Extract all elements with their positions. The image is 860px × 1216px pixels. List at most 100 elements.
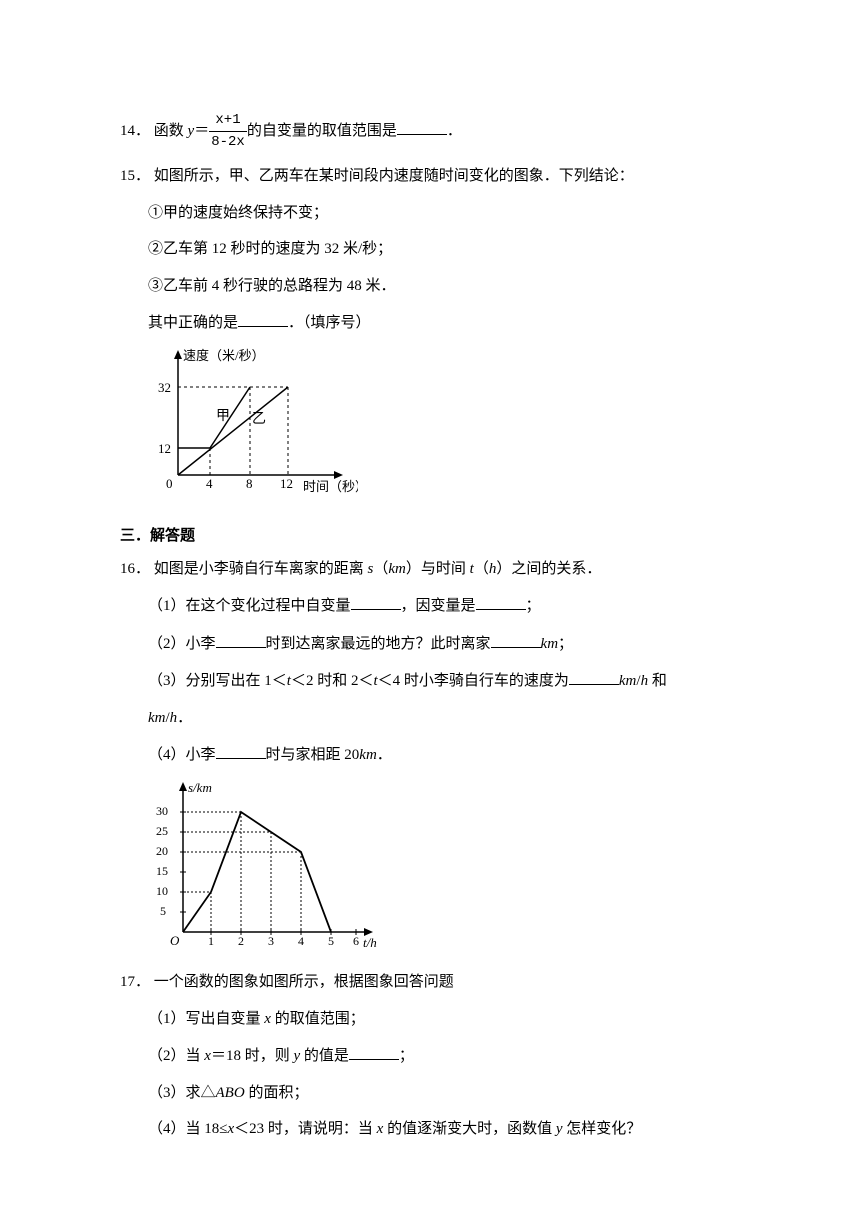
question-16: 16． 如图是小李骑自行车离家的距离 s（km）与时间 t（h）之间的关系． （… (120, 558, 760, 960)
q17-abo: ABO (216, 1085, 245, 1101)
q16-sub2d: ； (558, 636, 573, 652)
q16-sub4b: 时与家相距 20 (266, 747, 360, 763)
svg-text:15: 15 (156, 864, 168, 878)
q16-sub3d: km (619, 673, 637, 689)
q15-number: 15． (120, 168, 150, 184)
svg-text:30: 30 (156, 804, 168, 818)
q14-num: x+1 (209, 110, 247, 132)
q16-chart: s/km t/h O 5 10 15 20 25 30 1 2 3 4 5 6 (148, 777, 760, 960)
section-3-header: 三．解答题 (120, 525, 760, 548)
q16-xlabel: t/h (363, 935, 377, 950)
q16-p4: （ (474, 561, 489, 577)
q16-sub3a: （3）分别写出在 1＜ (148, 673, 287, 689)
q14-suffix: 的自变量的取值范围是 (247, 123, 397, 139)
q17-sub3c: 的面积； (245, 1085, 309, 1101)
q16-km1: km (388, 561, 406, 577)
q15-intro-row: 15． 如图所示，甲、乙两车在某时间段内速度随时间变化的图象．下列结论： (120, 165, 760, 188)
q16-sub3-tail: km/h． (120, 707, 760, 730)
q15-chart-svg: 速度（米/秒） 32 12 0 4 8 12 时间（秒） 甲 乙 (148, 345, 358, 500)
q14-number: 14． (120, 123, 150, 139)
q17-y2: y (556, 1121, 563, 1137)
q15-y12: 12 (158, 441, 171, 456)
q16-origin: O (170, 933, 180, 948)
q17-sub2d: ； (399, 1048, 414, 1064)
q15-conclusion-suffix: ．（填序号） (288, 315, 371, 331)
q16-sub4: （4）小李时与家相距 20km． (120, 743, 760, 767)
q15-intro: 如图所示，甲、乙两车在某时间段内速度随时间变化的图象．下列结论： (154, 168, 634, 184)
q15-y32: 32 (158, 380, 171, 395)
q14-blank (397, 119, 447, 135)
q16-p2: （ (373, 561, 388, 577)
q17-sub4d: 怎样变化？ (563, 1121, 642, 1137)
q16-tail-period: ． (177, 710, 192, 726)
q16-intro-row: 16． 如图是小李骑自行车离家的距离 s（km）与时间 t（h）之间的关系． (120, 558, 760, 581)
q16-sub3f: h (641, 673, 649, 689)
q15-blank (238, 311, 288, 327)
q16-sub2: （2）小李 时到达离家最远的地方？此时离家 km； (120, 632, 760, 656)
q16-sub2c: km (541, 636, 559, 652)
q15-ylabel: 速度（米/秒） (183, 348, 265, 363)
q17-x2: x (204, 1048, 211, 1064)
svg-text:2: 2 (238, 934, 244, 948)
q16-sub3c: ＜4 时小李骑自行车的速度为 (378, 673, 569, 689)
q15-x4: 4 (206, 476, 213, 491)
q17-sub4b: ＜23 时，请说明：当 (234, 1121, 377, 1137)
q17-sub2b: ＝18 时，则 (211, 1048, 294, 1064)
q15-conclusion-row: 其中正确的是．（填序号） (120, 311, 760, 335)
svg-text:4: 4 (298, 934, 304, 948)
q15-x0: 0 (166, 476, 173, 491)
q16-sub1a: （1）在这个变化过程中自变量 (148, 598, 351, 614)
q17-sub1b: 的取值范围； (271, 1011, 365, 1027)
question-17: 17． 一个函数的图象如图所示，根据图象回答问题 （1）写出自变量 x 的取值范… (120, 971, 760, 1141)
q14-prefix: 函数 (154, 123, 188, 139)
q16-p5: ）之间的关系． (496, 561, 601, 577)
q15-jia: 甲 (216, 409, 230, 424)
q15-yi: 乙 (252, 411, 266, 427)
q16-blank2 (476, 594, 526, 610)
q16-sub3b: ＜2 时和 2＜ (291, 673, 374, 689)
q17-sub1: （1）写出自变量 x 的取值范围； (120, 1008, 760, 1031)
svg-text:20: 20 (156, 844, 168, 858)
svg-text:5: 5 (160, 904, 166, 918)
q16-blank1 (351, 594, 401, 610)
q17-sub4c: 的值逐渐变大时，函数值 (383, 1121, 556, 1137)
q15-chart: 速度（米/秒） 32 12 0 4 8 12 时间（秒） 甲 乙 (148, 345, 760, 508)
q15-x12: 12 (280, 476, 293, 491)
q17-sub1a: （1）写出自变量 (148, 1011, 264, 1027)
q16-p3: ）与时间 (406, 561, 470, 577)
q14-period: ． (447, 123, 462, 139)
q17-intro-row: 17． 一个函数的图象如图所示，根据图象回答问题 (120, 971, 760, 994)
q15-item3: ③乙车前 4 秒行驶的总路程为 48 米． (120, 275, 760, 298)
q16-ylabel: s/km (188, 780, 212, 795)
q16-sub3: （3）分别写出在 1＜t＜2 时和 2＜t＜4 时小李骑自行车的速度为km/h … (120, 669, 760, 693)
q16-sub1b: ，因变量是 (401, 598, 476, 614)
question-15: 15． 如图所示，甲、乙两车在某时间段内速度随时间变化的图象．下列结论： ①甲的… (120, 165, 760, 507)
q17-sub2: （2）当 x＝18 时，则 y 的值是； (120, 1044, 760, 1068)
q17-sub4a: （4）当 18≤ (148, 1121, 227, 1137)
q16-sub1: （1）在这个变化过程中自变量 ，因变量是 ； (120, 594, 760, 618)
q16-sub4c: km (359, 747, 377, 763)
q16-number: 16． (120, 561, 150, 577)
q16-blank4 (491, 632, 541, 648)
q17-sub3a: （3）求△ (148, 1085, 216, 1101)
q17-sub4: （4）当 18≤x＜23 时，请说明：当 x 的值逐渐变大时，函数值 y 怎样变… (120, 1118, 760, 1141)
q17-sub3: （3）求△ABO 的面积； (120, 1082, 760, 1105)
q16-blank5 (569, 669, 619, 685)
q16-sub2a: （2）小李 (148, 636, 216, 652)
q16-p1: 如图是小李骑自行车离家的距离 (154, 561, 368, 577)
q16-sub2b: 时到达离家最远的地方？此时离家 (266, 636, 491, 652)
q14-fraction: x+18-2x (209, 110, 247, 153)
question-14: 14． 函数 y＝x+18-2x的自变量的取值范围是． (120, 110, 760, 153)
q17-intro: 一个函数的图象如图所示，根据图象回答问题 (154, 974, 454, 990)
q15-item1: ①甲的速度始终保持不变； (120, 202, 760, 225)
q16-sub1c: ； (526, 598, 541, 614)
q16-chart-svg: s/km t/h O 5 10 15 20 25 30 1 2 3 4 5 6 (148, 777, 388, 952)
q14-den: 8-2x (209, 132, 247, 153)
svg-text:1: 1 (208, 934, 214, 948)
q17-sub2a: （2）当 (148, 1048, 204, 1064)
svg-text:10: 10 (156, 884, 168, 898)
svg-text:6: 6 (353, 934, 359, 948)
svg-text:3: 3 (268, 934, 274, 948)
q15-item2: ②乙车第 12 秒时的速度为 32 米/秒； (120, 238, 760, 261)
q16-blank3 (216, 632, 266, 648)
